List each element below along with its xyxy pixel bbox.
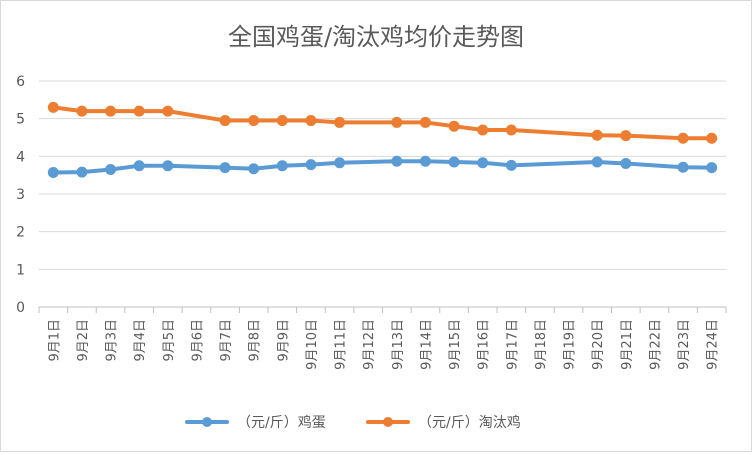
data-point — [133, 105, 145, 117]
data-point — [162, 160, 174, 172]
data-point — [334, 157, 346, 169]
data-point — [162, 105, 174, 117]
y-tick-label: 1 — [16, 262, 25, 278]
series-layer — [47, 101, 718, 179]
x-tick-label: 9月23日 — [677, 319, 692, 370]
series-2 — [47, 101, 718, 144]
x-tick-label: 9月24日 — [706, 319, 721, 370]
data-point — [219, 162, 231, 174]
data-point — [620, 130, 632, 142]
x-tick-label: 9月21日 — [620, 319, 635, 370]
x-axis: 9月1日 9月2日 9月3日 9月4日 9月5日 9月6日 9月7日 9月8日 9月9日 9月10… — [38, 307, 727, 370]
x-tick-label: 9月11日 — [334, 319, 349, 370]
x-tick-label: 9月9日 — [276, 319, 291, 362]
x-tick-label: 9月13日 — [391, 319, 406, 370]
legend-label: （元/斤）鸡蛋 — [237, 414, 326, 431]
y-tick-label: 5 — [16, 112, 25, 128]
y-tick-label: 3 — [16, 187, 25, 203]
data-point — [276, 115, 288, 127]
x-tick-label: 9月8日 — [248, 319, 263, 362]
legend-swatch-marker — [383, 417, 393, 427]
legend-item: （元/斤）鸡蛋 — [185, 414, 326, 431]
data-point — [47, 101, 59, 113]
x-tick-label: 9月1日 — [47, 319, 62, 362]
data-point — [334, 116, 346, 128]
data-point — [219, 115, 231, 127]
data-point — [305, 115, 317, 127]
data-point — [591, 156, 603, 168]
x-tick-label: 9月10日 — [305, 319, 320, 370]
x-tick-label: 9月16日 — [477, 319, 492, 370]
data-point — [591, 129, 603, 141]
legend-swatch-marker — [202, 417, 212, 427]
y-tick-label: 6 — [16, 74, 25, 90]
data-point — [76, 166, 88, 178]
data-point — [248, 115, 260, 127]
x-tick-label: 9月6日 — [190, 319, 205, 362]
data-point — [677, 161, 689, 173]
series-line — [51, 159, 714, 175]
legend-item: （元/斤）淘汰鸡 — [366, 414, 521, 431]
x-tick-label: 9月20日 — [591, 319, 606, 370]
data-point — [47, 167, 59, 179]
data-point — [448, 120, 460, 132]
x-tick-label: 9月12日 — [362, 319, 377, 370]
data-point — [505, 124, 517, 136]
data-point — [76, 105, 88, 117]
series-1 — [47, 155, 718, 179]
data-point — [105, 105, 117, 117]
data-point — [248, 163, 260, 175]
data-point — [677, 132, 689, 144]
data-point — [477, 124, 489, 136]
x-tick-label: 9月2日 — [76, 319, 91, 362]
gridlines — [39, 80, 726, 308]
x-tick-label: 9月15日 — [448, 319, 463, 370]
legend-label: （元/斤）淘汰鸡 — [418, 414, 521, 431]
data-point — [706, 162, 718, 174]
chart-title: 全国鸡蛋/淘汰鸡均价走势图 — [228, 23, 524, 51]
x-tick-label: 9月18日 — [534, 319, 549, 370]
y-tick-label: 0 — [16, 300, 25, 316]
x-tick-label: 9月17日 — [505, 319, 520, 370]
y-tick-label: 2 — [16, 225, 25, 241]
data-point — [105, 164, 117, 176]
legend: （元/斤）鸡蛋 （元/斤）淘汰鸡 — [185, 414, 521, 431]
series-line — [51, 105, 714, 141]
x-tick-label: 9月4日 — [133, 319, 148, 362]
data-point — [448, 156, 460, 168]
x-tick-label: 9月3日 — [105, 319, 120, 362]
x-tick-label: 9月19日 — [563, 319, 578, 370]
x-tick-label: 9月7日 — [219, 319, 234, 362]
x-tick-label: 9月14日 — [419, 319, 434, 370]
data-point — [706, 132, 718, 144]
data-point — [620, 157, 632, 169]
data-point — [419, 116, 431, 128]
data-point — [477, 157, 489, 169]
x-tick-label: 9月22日 — [648, 319, 663, 370]
data-point — [305, 159, 317, 171]
data-point — [419, 155, 431, 167]
data-point — [391, 116, 403, 128]
data-point — [505, 159, 517, 171]
x-tick-label: 9月5日 — [162, 319, 177, 362]
y-tick-label: 4 — [16, 149, 25, 165]
y-axis: 0 1 2 3 4 5 6 — [16, 74, 25, 316]
data-point — [276, 160, 288, 172]
data-point — [391, 155, 403, 167]
data-point — [133, 160, 145, 172]
